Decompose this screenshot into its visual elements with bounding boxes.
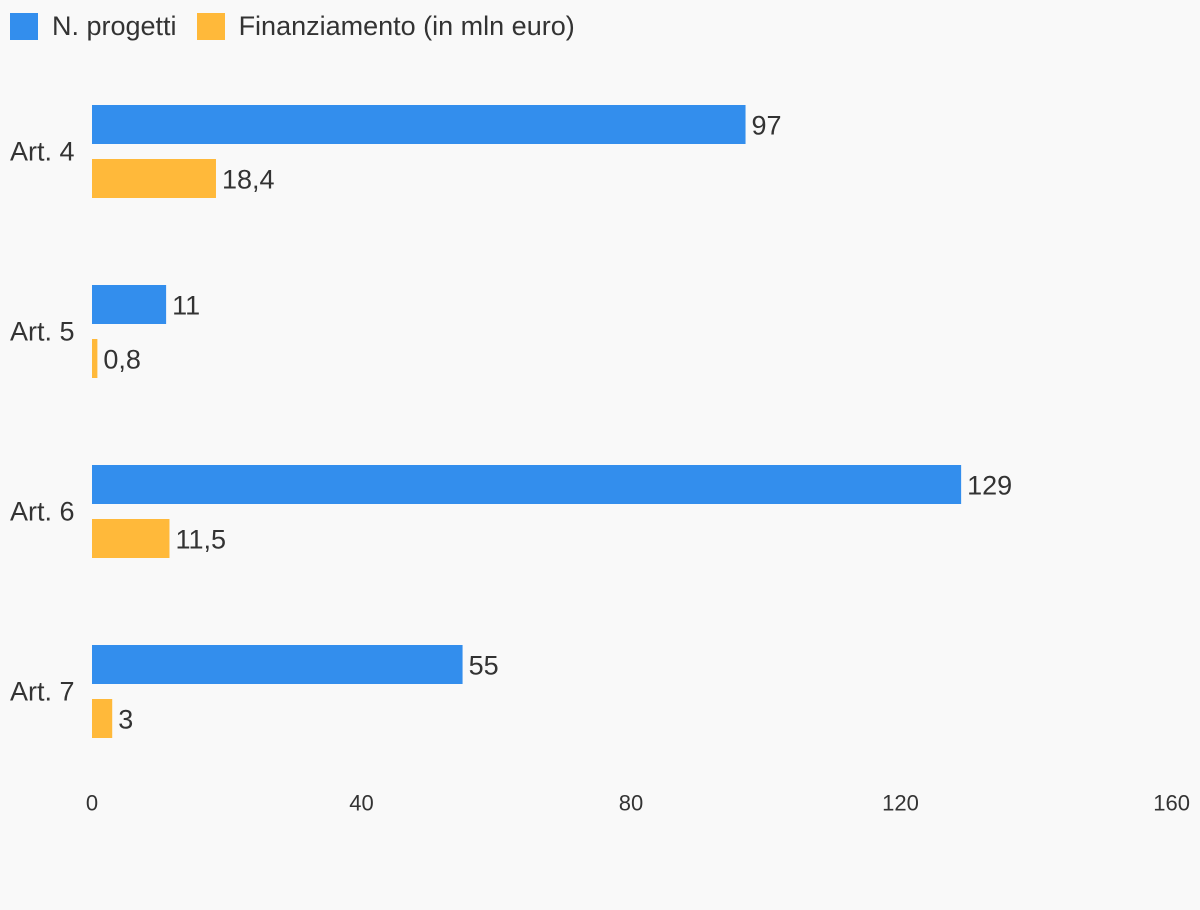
legend-swatch: [196, 12, 225, 40]
bar[interactable]: [92, 465, 962, 504]
data-label: 0,8: [103, 345, 141, 375]
legend-item-2[interactable]: Finanziamento (in mln euro): [196, 10, 575, 42]
data-label: 3: [118, 705, 133, 735]
bar[interactable]: [92, 699, 113, 738]
x-tick-label: 80: [619, 791, 643, 816]
bar[interactable]: [92, 519, 170, 558]
x-tick-label: 120: [882, 791, 919, 816]
category-label: Art. 7: [10, 677, 75, 707]
legend-label: Finanziamento (in mln euro): [238, 10, 575, 41]
x-tick-label: 160: [1153, 791, 1190, 816]
bar[interactable]: [92, 285, 167, 324]
data-label: 18,4: [222, 165, 275, 195]
bar[interactable]: [92, 105, 746, 144]
legend-label: N. progetti: [52, 10, 177, 41]
x-tick-label: 0: [86, 791, 98, 816]
legend-swatch: [10, 12, 38, 40]
data-label: 11,5: [175, 525, 226, 555]
data-label: 55: [469, 651, 499, 681]
category-label: Art. 4: [10, 137, 75, 167]
category-label: Art. 6: [10, 497, 75, 527]
bar[interactable]: [92, 339, 98, 378]
chart-legend: N. progetti Finanziamento (in mln euro): [10, 10, 595, 42]
data-label: 129: [967, 471, 1012, 501]
legend-item-1[interactable]: N. progetti: [10, 11, 177, 42]
bar[interactable]: [92, 159, 216, 198]
category-label: Art. 5: [10, 317, 75, 347]
bar[interactable]: [92, 645, 463, 684]
data-label: 11: [172, 291, 200, 321]
x-tick-label: 40: [349, 791, 373, 816]
data-label: 97: [752, 111, 782, 141]
